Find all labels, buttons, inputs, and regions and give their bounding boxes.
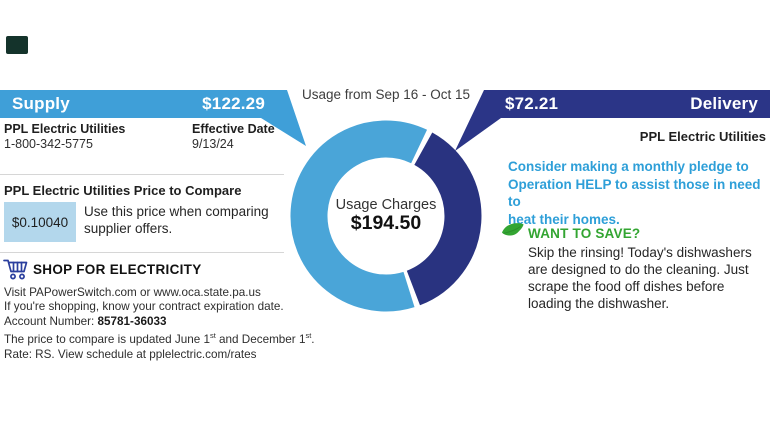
leaf-icon bbox=[502, 223, 524, 236]
effective-date-label: Effective Date bbox=[192, 122, 275, 136]
effective-date-value: 9/13/24 bbox=[192, 137, 234, 151]
supply-provider-name: PPL Electric Utilities bbox=[4, 122, 126, 136]
usage-period-label: Usage from Sep 16 - Oct 15 bbox=[301, 87, 471, 102]
price-to-compare-price: $0.10040 bbox=[11, 214, 69, 230]
delivery-banner-amount: $72.21 bbox=[505, 94, 559, 113]
operation-help-pledge: Consider making a monthly pledge to Oper… bbox=[508, 159, 761, 227]
fine-print-shopping: If you're shopping, know your contract e… bbox=[4, 300, 284, 314]
shop-for-electricity-heading: SHOP FOR ELECTRICITY bbox=[33, 262, 202, 277]
supply-banner-amount: $122.29 bbox=[202, 94, 265, 113]
divider-top bbox=[0, 174, 284, 175]
delivery-banner-label: Delivery bbox=[690, 94, 758, 113]
fine-print-visit: Visit PAPowerSwitch.com or www.oca.state… bbox=[4, 286, 261, 299]
donut-center-label: Usage Charges bbox=[335, 197, 437, 213]
fine-print-account: Account Number: 85781-36033 bbox=[4, 314, 167, 328]
divider-bottom bbox=[0, 252, 284, 253]
supply-banner-ribbon bbox=[0, 90, 306, 146]
price-to-compare-value: $0.10040 bbox=[4, 202, 76, 242]
want-to-save-heading: WANT TO SAVE? bbox=[528, 226, 641, 241]
delivery-banner-ribbon bbox=[455, 90, 770, 151]
shop-fine-print: Visit PAPowerSwitch.com or www.oca.state… bbox=[4, 286, 315, 362]
price-to-compare-heading: PPL Electric Utilities Price to Compare bbox=[4, 183, 242, 198]
account-number: 85781-36033 bbox=[97, 314, 167, 328]
donut-segment-supply bbox=[290, 120, 428, 312]
fine-print-rate: Rate: RS. View schedule at pplelectric.c… bbox=[4, 347, 257, 361]
price-to-compare-note: Use this price when comparing supplier o… bbox=[84, 204, 269, 236]
usage-donut bbox=[290, 120, 482, 312]
shopping-cart-icon bbox=[3, 259, 28, 280]
fine-print-ptc-update: The price to compare is updated June 1st… bbox=[4, 331, 315, 347]
save-tip-text: Skip the rinsing! Today's dishwashers ar… bbox=[528, 245, 752, 311]
supply-provider-phone: 1-800-342-5775 bbox=[4, 137, 93, 151]
corner-badge bbox=[6, 36, 28, 54]
donut-center-value: $194.50 bbox=[350, 212, 422, 234]
supply-banner-label: Supply bbox=[12, 94, 70, 113]
delivery-provider-name: PPL Electric Utilities bbox=[639, 129, 766, 144]
donut-segment-delivery bbox=[406, 132, 482, 306]
